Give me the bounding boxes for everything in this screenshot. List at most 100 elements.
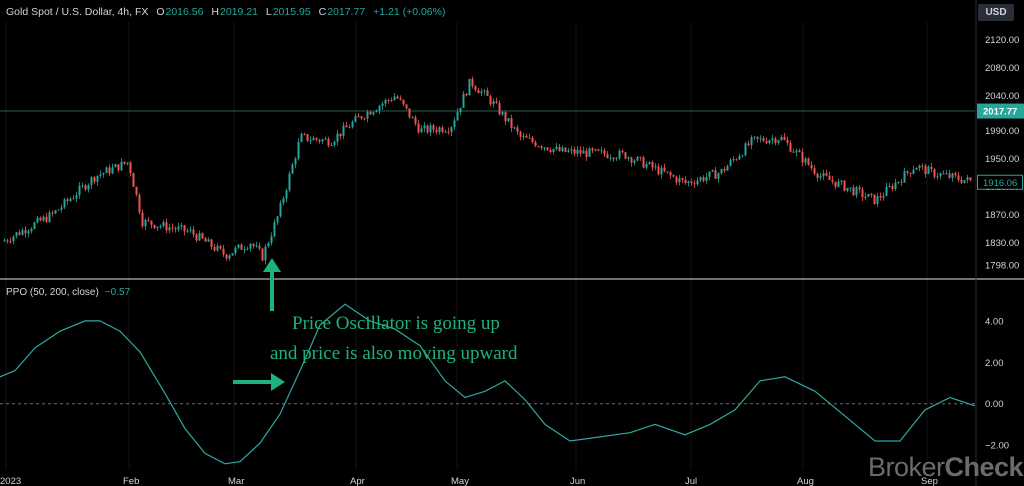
price-candle — [909, 172, 912, 178]
price-candle — [561, 145, 564, 153]
price-candle — [513, 126, 516, 130]
price-candle — [240, 242, 243, 250]
price-candle — [687, 180, 690, 187]
price-candle — [768, 139, 771, 145]
price-candle — [186, 228, 189, 233]
price-candle — [594, 148, 597, 152]
price-candle — [111, 163, 114, 175]
price-candle — [294, 156, 297, 169]
price-candle — [267, 241, 270, 248]
price-candle — [534, 140, 537, 148]
symbol-title[interactable]: Gold Spot / U.S. Dollar, 4h, FX — [6, 6, 149, 18]
price-candle — [207, 237, 210, 242]
time-tick-label: Feb — [123, 476, 139, 486]
price-candle — [702, 175, 705, 183]
price-candle — [807, 157, 810, 166]
price-candle — [579, 146, 582, 157]
price-candle — [375, 109, 378, 113]
price-candle — [603, 148, 606, 157]
ppo-layer — [0, 303, 976, 465]
price-candle — [474, 85, 477, 92]
price-candle — [528, 133, 531, 139]
price-candle — [258, 242, 261, 251]
time-tick-label: Sep — [921, 476, 938, 486]
price-candle — [90, 176, 93, 190]
price-candle — [72, 195, 75, 200]
price-candle — [171, 223, 174, 233]
price-candle — [786, 136, 789, 146]
price-candle — [543, 147, 546, 151]
price-candle — [342, 121, 345, 140]
price-candle — [57, 209, 60, 211]
price-candle — [372, 111, 375, 116]
time-tick-label: Apr — [350, 476, 365, 486]
price-candle — [165, 218, 168, 234]
time-tick-label: 2023 — [0, 476, 21, 486]
price-candle — [144, 218, 147, 231]
price-candle — [246, 246, 249, 251]
price-candle — [306, 133, 309, 143]
price-candle — [744, 141, 747, 157]
price-candle — [66, 197, 69, 205]
watermark-part2: Check — [944, 452, 1024, 482]
price-candle — [576, 146, 579, 157]
price-candle — [906, 170, 909, 176]
price-candle — [666, 171, 669, 174]
price-candle — [960, 176, 963, 184]
price-candle — [552, 148, 555, 155]
price-candle — [135, 186, 138, 197]
price-candle — [915, 167, 918, 170]
price-candle — [348, 124, 351, 129]
price-candle — [801, 148, 804, 167]
price-candle — [858, 185, 861, 193]
price-candle — [684, 176, 687, 185]
price-candle — [297, 138, 300, 161]
price-candle — [177, 222, 180, 232]
price-candle — [645, 161, 648, 170]
price-candle — [654, 163, 657, 171]
price-candle — [336, 129, 339, 146]
svg-text:1916.06: 1916.06 — [983, 178, 1017, 189]
price-candle — [480, 88, 483, 97]
price-candle — [798, 148, 801, 153]
price-tick-label: 1870.00 — [985, 210, 1019, 221]
ppo-series-line — [0, 303, 976, 465]
price-candle — [600, 146, 603, 154]
price-candle — [894, 178, 897, 192]
price-candle — [597, 148, 600, 152]
price-candle — [810, 161, 813, 171]
price-candle — [243, 246, 246, 254]
currency-button[interactable]: USD — [978, 4, 1014, 21]
price-candle — [69, 197, 72, 203]
price-candle — [918, 164, 921, 172]
price-candle — [681, 177, 684, 184]
price-candle — [624, 151, 627, 160]
indicator-header[interactable]: PPO (50, 200, close) −0.57 — [6, 287, 130, 298]
price-candle — [357, 113, 360, 118]
price-candle — [573, 146, 576, 157]
price-candle — [378, 104, 381, 115]
price-candle — [558, 144, 561, 152]
price-candle — [846, 187, 849, 193]
price-candle — [402, 99, 405, 107]
price-candle — [837, 178, 840, 188]
price-candle — [615, 156, 618, 162]
price-candle — [549, 147, 552, 154]
price-candle — [42, 215, 45, 222]
price-candle — [738, 153, 741, 160]
time-tick-label: Jul — [685, 476, 697, 486]
price-candle — [720, 168, 723, 175]
price-candle — [321, 138, 324, 145]
price-candle — [639, 156, 642, 161]
price-tick-label: 2040.00 — [985, 91, 1019, 102]
price-candle — [333, 140, 336, 147]
price-candle — [924, 163, 927, 178]
price-candle — [441, 125, 444, 134]
price-candle — [63, 197, 66, 210]
price-candle — [498, 100, 501, 116]
price-candle — [867, 193, 870, 197]
price-candle — [843, 179, 846, 192]
open-label: O — [156, 6, 165, 18]
